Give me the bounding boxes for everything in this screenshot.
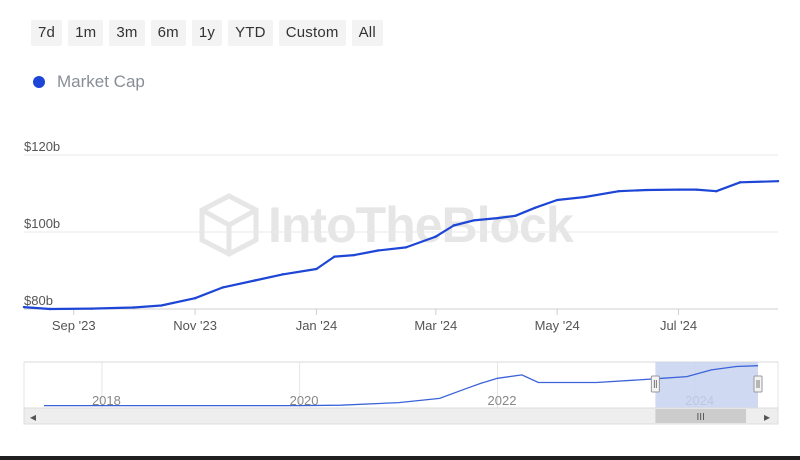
x-tick-label: Jan '24 <box>296 318 338 333</box>
data-point <box>695 188 698 191</box>
scroll-right-arrow-icon[interactable]: ▸ <box>764 410 770 424</box>
x-tick-label: Jul '24 <box>660 318 697 333</box>
x-tick-label: Mar '24 <box>414 318 457 333</box>
data-point <box>22 305 26 309</box>
legend-label: Market Cap <box>57 72 145 91</box>
data-point <box>253 279 256 282</box>
scrollbar-thumb[interactable] <box>655 409 746 423</box>
range-button-1y[interactable]: 1y <box>191 20 223 46</box>
range-button-6m[interactable]: 6m <box>150 20 186 46</box>
scroll-left-arrow-icon[interactable]: ◂ <box>30 410 36 424</box>
range-button-custom[interactable]: Custom <box>278 20 346 46</box>
bottom-divider <box>0 456 800 460</box>
data-point <box>376 249 380 252</box>
y-tick-label: $80b <box>24 293 53 308</box>
data-point <box>315 267 318 271</box>
data-point <box>160 304 163 307</box>
data-point <box>534 206 537 209</box>
legend-item-market-cap[interactable]: Market Cap <box>33 72 145 92</box>
data-point <box>452 224 455 227</box>
data-point <box>617 189 621 193</box>
range-selector: 7d 1m 3m 6m 1y YTD Custom All <box>31 20 383 46</box>
data-point <box>221 286 225 289</box>
range-button-7d[interactable]: 7d <box>31 20 63 46</box>
scrollbar-grip-icon: III <box>697 412 705 423</box>
scrollbar-track <box>23 407 779 425</box>
data-point <box>555 198 559 202</box>
x-tick-label: Sep '23 <box>52 318 96 333</box>
range-button-3m[interactable]: 3m <box>109 20 145 46</box>
legend-marker <box>33 76 45 88</box>
navigator-year-label: 2018 <box>92 393 121 408</box>
range-button-1m[interactable]: 1m <box>68 20 104 46</box>
data-point <box>333 255 336 258</box>
series-line-market-cap <box>23 180 779 311</box>
data-point <box>677 188 680 191</box>
data-point <box>281 273 284 276</box>
data-point <box>353 253 356 257</box>
y-tick-label: $100b <box>24 216 60 231</box>
navigator-series-line <box>44 365 759 407</box>
navigator-year-label: 2020 <box>290 393 319 408</box>
data-point <box>715 189 718 193</box>
navigator-handle-right[interactable] <box>753 375 763 393</box>
y-tick-label: $120b <box>24 139 60 154</box>
data-point <box>583 195 587 199</box>
data-point <box>514 214 517 218</box>
navigator-handle-left[interactable] <box>650 375 660 393</box>
data-point <box>434 235 438 238</box>
range-button-ytd[interactable]: YTD <box>228 20 273 46</box>
data-point <box>193 297 197 300</box>
data-point <box>90 307 93 310</box>
x-tick-label: May '24 <box>535 318 580 333</box>
data-point <box>48 307 52 311</box>
data-point <box>404 246 408 249</box>
navigator-year-label: 2022 <box>488 393 517 408</box>
data-point <box>776 179 780 183</box>
data-point <box>472 219 475 222</box>
data-point <box>645 188 648 192</box>
range-button-all[interactable]: All <box>351 20 383 46</box>
data-point <box>739 181 742 184</box>
x-tick-label: Nov '23 <box>173 318 217 333</box>
data-point <box>496 216 499 220</box>
data-point <box>132 306 135 309</box>
